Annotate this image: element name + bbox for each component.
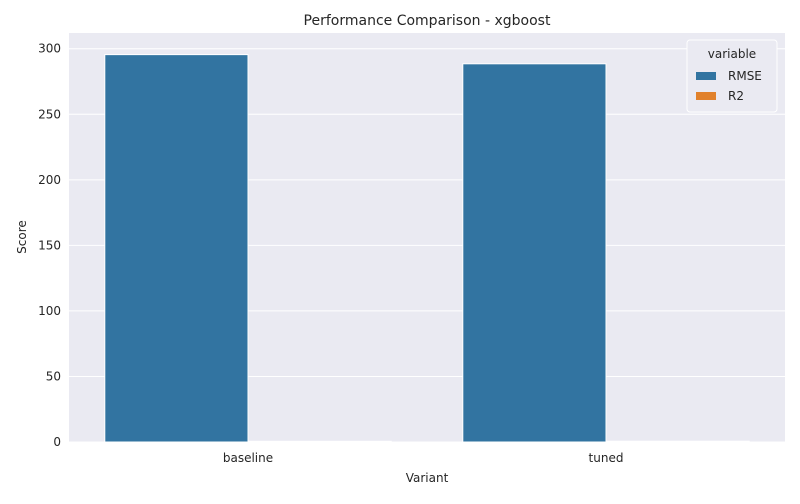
x-axis-label: Variant	[406, 471, 449, 485]
y-tick-label: 200	[38, 173, 61, 187]
bar-rmse-baseline	[104, 54, 249, 443]
bar-r2-tuned	[605, 440, 750, 443]
y-tick-label: 50	[46, 369, 61, 383]
x-tick-label: tuned	[589, 451, 624, 465]
legend-title: variable	[708, 47, 756, 61]
y-tick-label: 150	[38, 238, 61, 252]
bar-r2-baseline	[247, 440, 392, 443]
bars-group	[104, 54, 750, 443]
bar-rmse-tuned	[462, 63, 607, 443]
y-tick-label: 0	[53, 435, 61, 449]
legend-label-r2: R2	[728, 89, 744, 103]
legend-swatch-rmse	[696, 72, 716, 80]
x-tick-label: baseline	[223, 451, 273, 465]
legend-label-rmse: RMSE	[728, 69, 762, 83]
y-axis-label: Score	[15, 220, 29, 254]
legend-swatch-r2	[696, 92, 716, 100]
y-tick-label: 100	[38, 304, 61, 318]
chart-title: Performance Comparison - xgboost	[304, 13, 551, 29]
y-axis-ticks: 0 50 100 150 200 250 300	[38, 42, 61, 449]
y-tick-label: 300	[38, 42, 61, 56]
legend: variable RMSE R2	[686, 39, 778, 113]
y-tick-label: 250	[38, 107, 61, 121]
x-axis-ticks: baseline tuned	[223, 451, 624, 465]
